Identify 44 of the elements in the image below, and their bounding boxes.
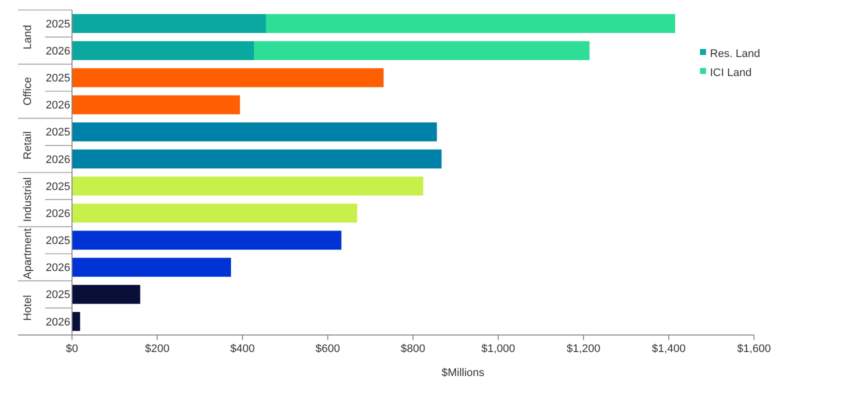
text: Retail xyxy=(22,131,34,160)
y-tick-label: 2026 xyxy=(46,208,70,220)
bar xyxy=(72,95,240,114)
bar xyxy=(72,68,384,88)
text: Apartment xyxy=(22,228,34,280)
text: Office xyxy=(22,76,34,106)
bar xyxy=(72,258,231,277)
x-tick-label: $1,600 xyxy=(737,343,771,355)
bar xyxy=(72,230,342,250)
y-tick-label: 2026 xyxy=(46,316,70,328)
y-tick-label: 2025 xyxy=(46,235,70,248)
y-tick-label: 2025 xyxy=(46,289,70,302)
x-tick-label: $1,200 xyxy=(566,343,600,355)
x-axis-title: $Millions xyxy=(442,367,485,379)
bar xyxy=(72,14,266,34)
legend-label: ICI Land xyxy=(710,66,752,79)
x-tick-label: $1,000 xyxy=(481,343,516,355)
bar xyxy=(72,312,80,331)
y-tick-label: 2026 xyxy=(46,45,70,58)
text: Land xyxy=(22,24,34,50)
x-tick-label: $1,400 xyxy=(652,343,686,355)
y-tick-label: 2026 xyxy=(46,262,70,274)
x-tick-label: $400 xyxy=(230,343,255,355)
y-tick-label: 2026 xyxy=(46,154,70,166)
bar xyxy=(72,41,254,60)
bar xyxy=(72,204,358,223)
bar xyxy=(72,284,140,304)
bar xyxy=(266,14,676,34)
bar xyxy=(72,122,437,142)
x-tick-label: $0 xyxy=(66,343,78,355)
bar xyxy=(254,41,590,60)
x-tick-label: $800 xyxy=(400,343,426,355)
bar xyxy=(72,149,442,168)
text: Hotel xyxy=(22,295,34,321)
bar xyxy=(72,176,424,196)
x-tick-label: $200 xyxy=(145,343,170,355)
y-tick-label: 2025 xyxy=(46,18,70,30)
y-tick-label: 2025 xyxy=(46,180,70,193)
legend-label: Res. Land xyxy=(710,48,760,60)
text: Industrial xyxy=(22,177,34,222)
x-tick-label: $600 xyxy=(316,343,340,355)
y-tick-label: 2026 xyxy=(46,100,70,112)
y-tick-label: 2025 xyxy=(46,126,70,139)
y-tick-label: 2025 xyxy=(46,72,70,85)
